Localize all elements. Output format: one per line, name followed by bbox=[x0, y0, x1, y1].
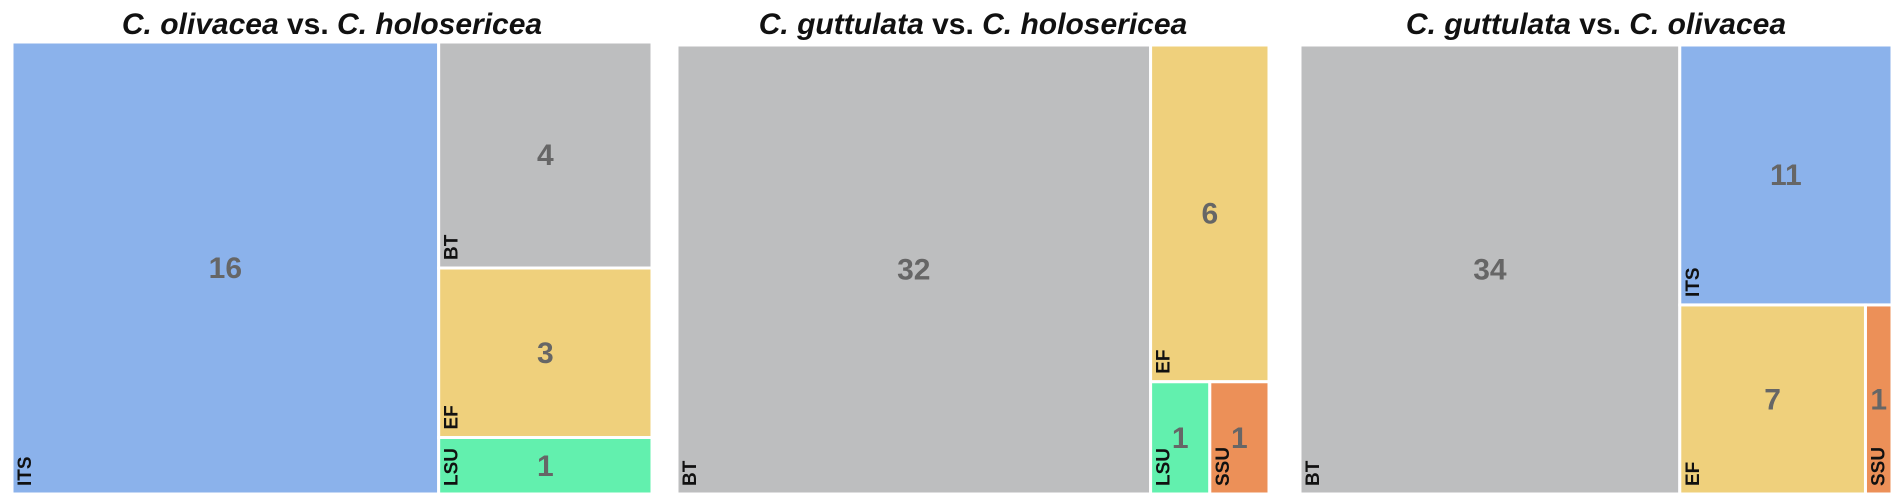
tile-gene-label: EF bbox=[442, 405, 463, 429]
tile-value-label: 1 bbox=[1870, 383, 1887, 416]
treemap-tile-ef bbox=[1678, 303, 1867, 496]
tile-value-label: 1 bbox=[537, 450, 554, 483]
tile-value-label: 6 bbox=[1201, 197, 1218, 230]
treemap-tile-bt bbox=[675, 43, 1153, 496]
tile-value-label: 3 bbox=[537, 337, 554, 370]
treemap-tile-ssu bbox=[1863, 303, 1894, 496]
treemap-tile-bt bbox=[1298, 43, 1682, 496]
treemap-tile-ef bbox=[1149, 43, 1271, 384]
tile-gene-label: LSU bbox=[1154, 448, 1175, 486]
tile-value-label: 32 bbox=[897, 254, 930, 287]
treemap-panel-3: C. guttulata vs. C. olivacea 34 BT 11 ITS 7 EF… bbox=[1298, 8, 1894, 496]
tile-value-label: 34 bbox=[1473, 254, 1507, 287]
tile-gene-label: BT bbox=[680, 460, 701, 486]
tile-gene-label: ITS bbox=[15, 456, 36, 486]
panel-title: C. guttulata vs. C. holosericea bbox=[759, 8, 1187, 41]
tile-gene-label: EF bbox=[1683, 462, 1704, 486]
tile-gene-label: LSU bbox=[442, 448, 463, 486]
panel-title: C. guttulata vs. C. olivacea bbox=[1406, 8, 1786, 41]
treemap-panel-1: C. olivacea vs. C. holosericea 16 ITS 4 BT 3 E… bbox=[10, 8, 654, 496]
tile-gene-label: EF bbox=[1154, 349, 1175, 373]
tile-gene-label: SSU bbox=[1213, 447, 1234, 486]
treemap-panel-2: C. guttulata vs. C. holosericea32BT6EF1L… bbox=[675, 8, 1271, 496]
tile-gene-label: BT bbox=[442, 234, 463, 260]
tile-value-label: 7 bbox=[1764, 383, 1781, 416]
treemap-tile-its bbox=[10, 40, 441, 496]
panel-title: C. olivacea vs. C. holosericea bbox=[122, 8, 542, 41]
treemap-tile-ef bbox=[437, 266, 654, 439]
treemap-tile-lsu bbox=[437, 436, 654, 496]
tile-value-label: 1 bbox=[1172, 422, 1189, 455]
tile-value-label: 11 bbox=[1770, 159, 1802, 192]
treemap-tile-ssu bbox=[1208, 380, 1271, 496]
tile-value-label: 16 bbox=[209, 252, 242, 285]
treemap-tile-its bbox=[1678, 43, 1894, 307]
tile-gene-label: ITS bbox=[1683, 267, 1704, 297]
tile-gene-label: BT bbox=[1303, 460, 1324, 486]
treemap-tile-bt bbox=[437, 40, 654, 270]
tile-gene-label: SSU bbox=[1868, 447, 1889, 486]
treemap-tile-lsu bbox=[1149, 380, 1212, 496]
tile-value-label: 4 bbox=[537, 139, 554, 172]
tile-value-label: 1 bbox=[1231, 422, 1248, 455]
